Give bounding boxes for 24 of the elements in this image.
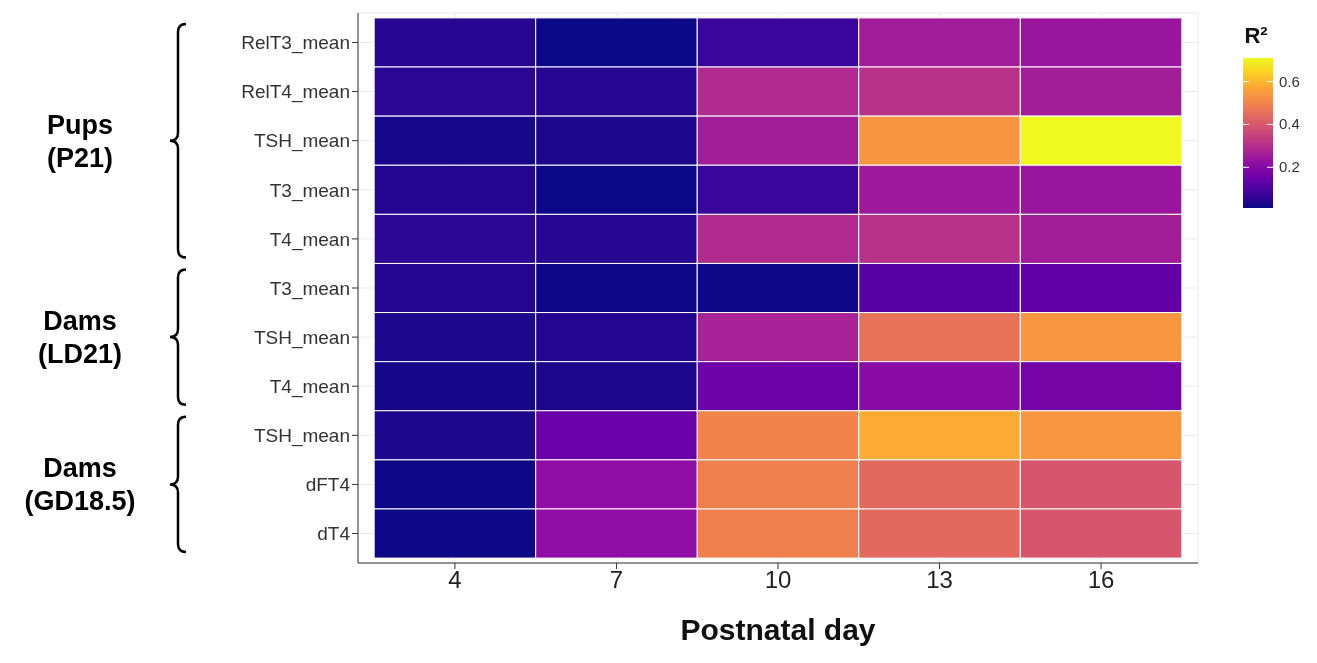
text: Pups (P21) [46,109,114,173]
text: Dams (GD18.5) [24,453,136,517]
y-tick-label: TSH_mean [253,425,350,448]
y-tick-label: T3_mean [269,277,350,300]
x-tick-label: 16 [1087,566,1115,594]
y-tick-label: RelT4_mean [241,81,350,104]
y-tick-label: TSH_mean [253,130,350,153]
x-tick-label: 13 [926,566,953,594]
color-bar-label: 0.4 [1279,115,1300,133]
color-bar-title: R² [1244,23,1268,48]
y-tick-label: dFT4 [305,474,351,496]
x-tick-label: 10 [764,566,792,594]
text: Dams (LD21) [37,306,123,370]
color-bar-label: 0.6 [1279,72,1300,90]
y-tick-label: T4_mean [269,228,350,251]
y-tick-label: TSH_mean [253,326,350,349]
y-tick-label: RelT3_mean [241,32,350,55]
y-tick-label: T3_mean [269,179,350,202]
x-tick-label: 4 [448,566,462,594]
color-bar-label: 0.2 [1279,158,1300,176]
y-tick-label: dT4 [317,523,351,545]
x-axis-title: Postnatal day [680,613,876,646]
y-tick-label: T4_mean [269,375,350,398]
x-tick-label: 7 [609,566,624,594]
